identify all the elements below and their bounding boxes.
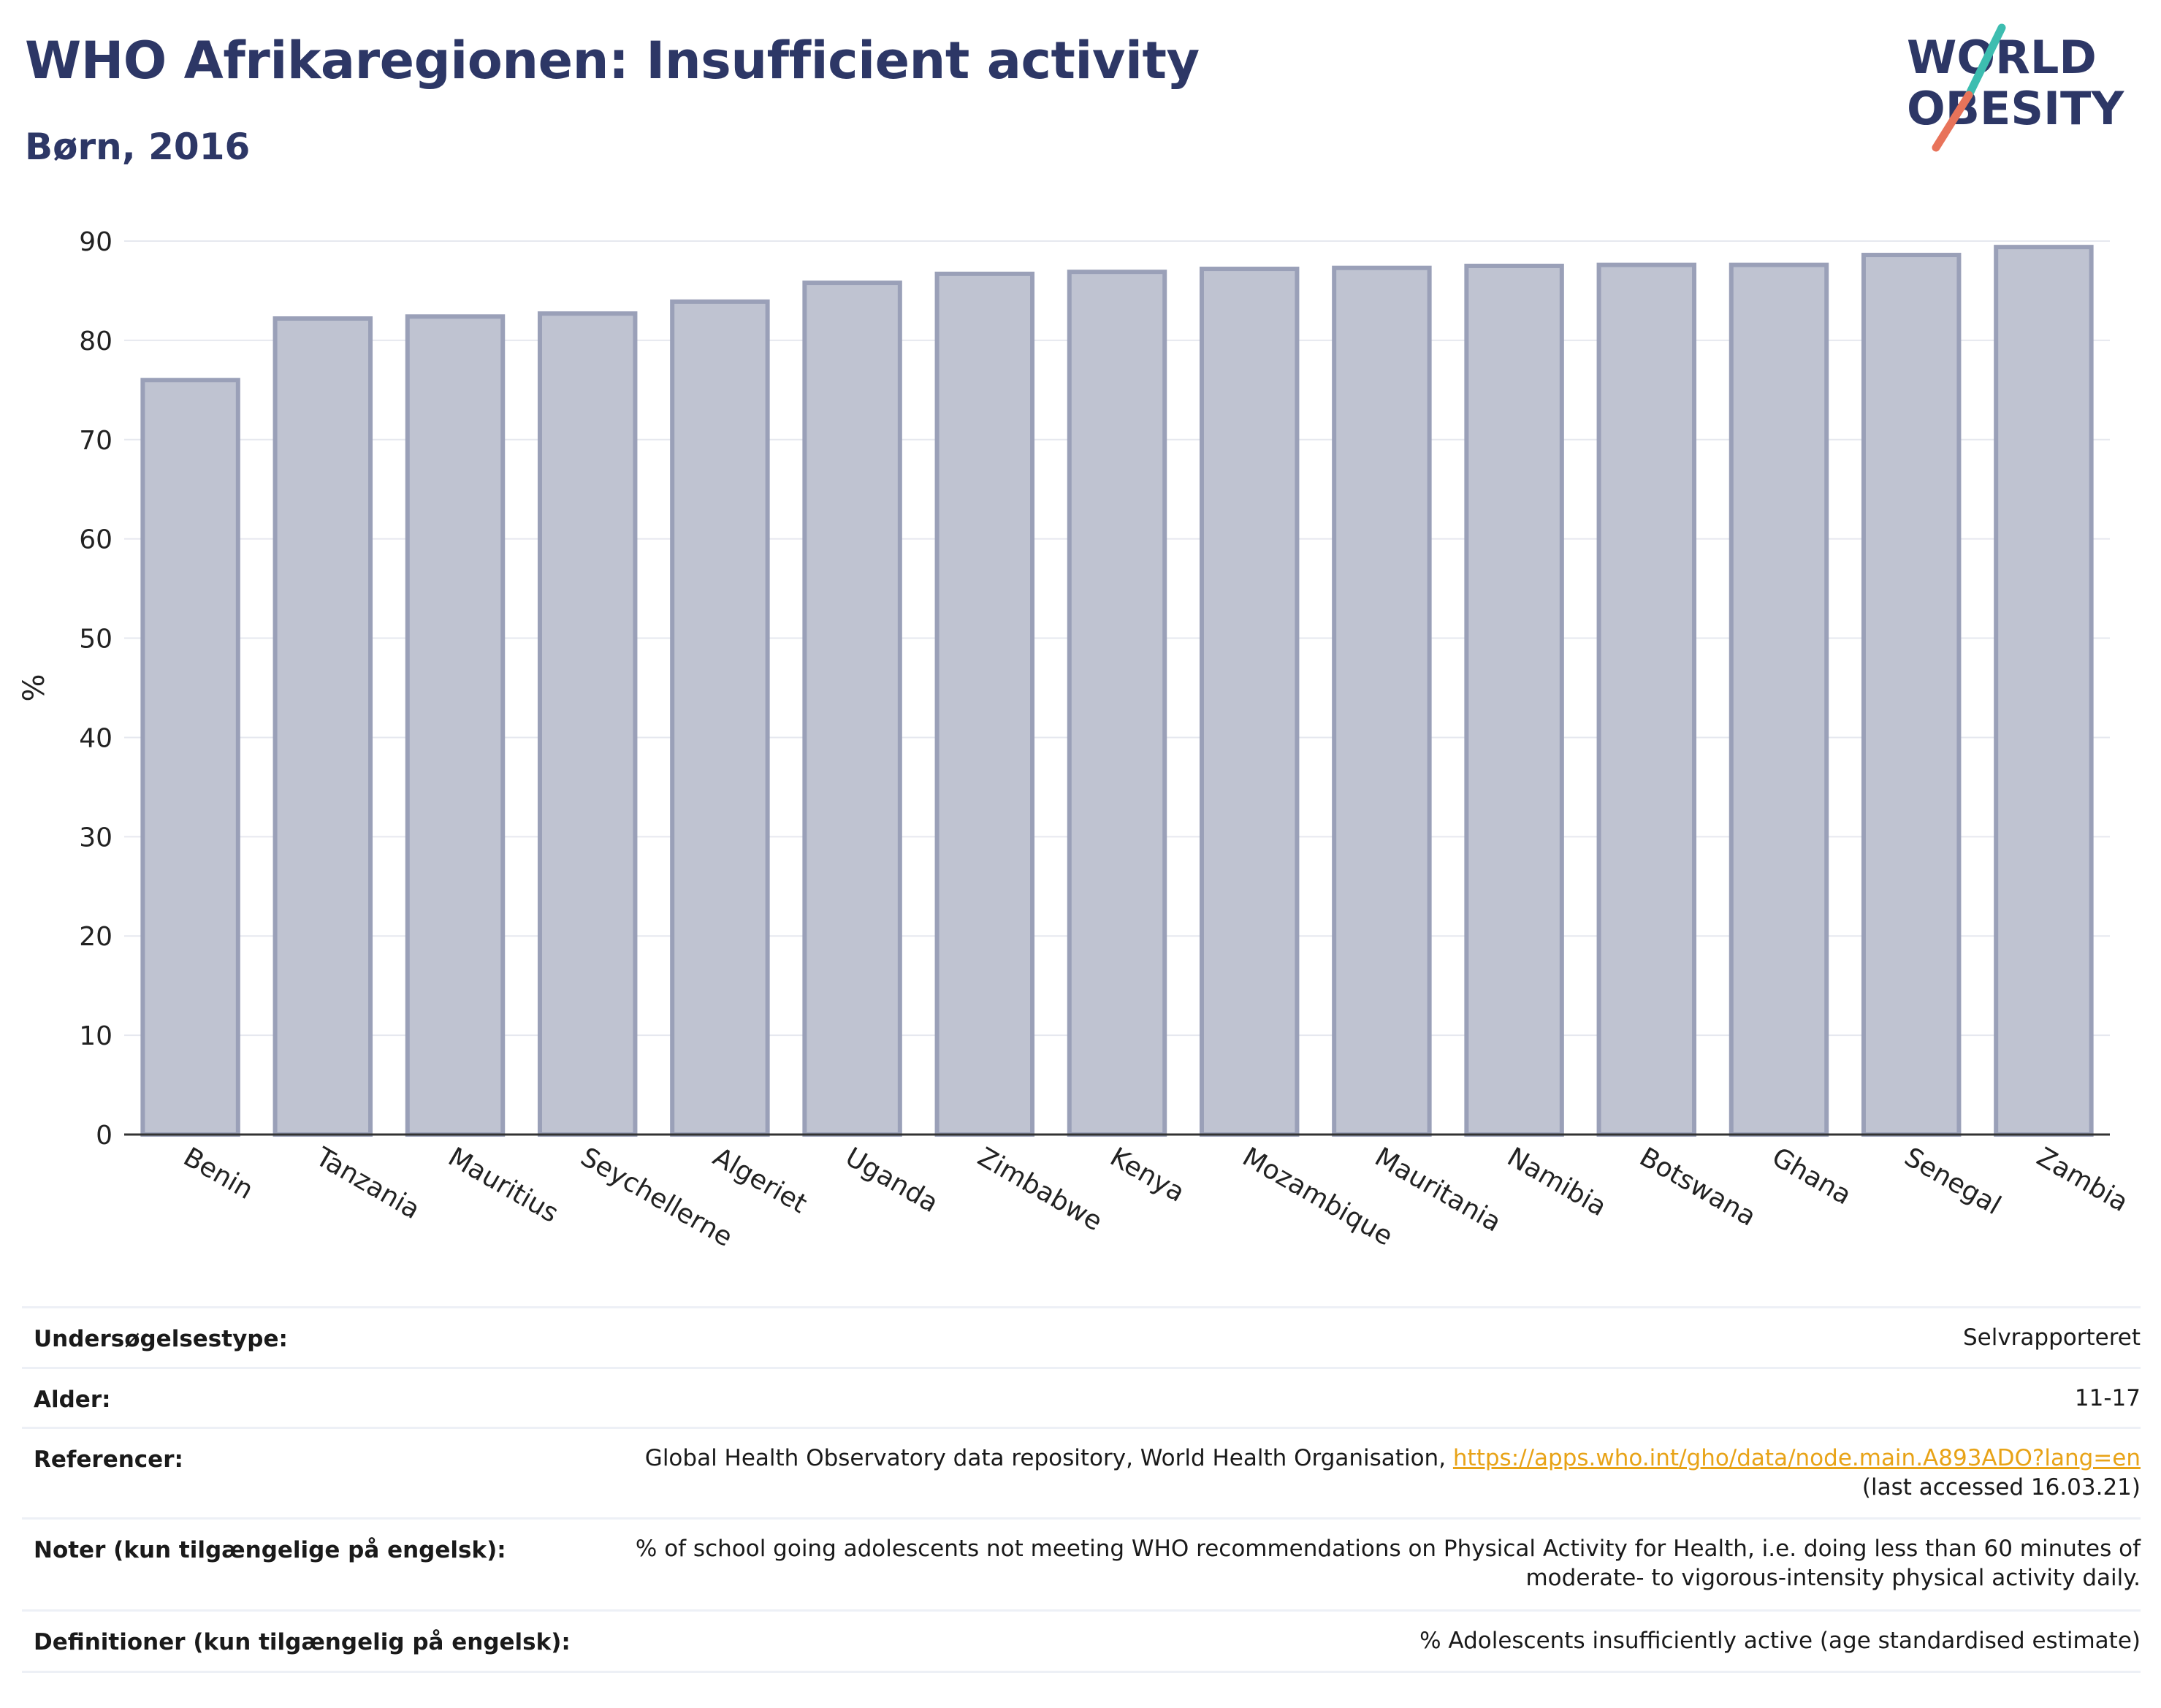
logo-text-world: WORLD <box>1907 31 2097 84</box>
y-tick-label: 20 <box>79 922 113 952</box>
bar-mauritius <box>405 314 506 1137</box>
logo-text-obesity: OBESITY <box>1907 82 2124 135</box>
info-row-notes: Noter (kun tilgængelige på engelsk): % o… <box>22 1517 2141 1609</box>
x-tick-label: Botswana <box>1634 1142 1761 1232</box>
info-row-age: Alder: 11-17 <box>22 1367 2141 1427</box>
info-value: 11-17 <box>2074 1385 2141 1411</box>
x-tick-label: Zimbabwe <box>972 1142 1107 1237</box>
bar-mozambique <box>1199 267 1300 1137</box>
y-axis-label: % <box>18 674 51 701</box>
logo-slash-coral <box>1932 91 1973 152</box>
bar-mauritania <box>1332 265 1432 1137</box>
info-table-bottom-rule <box>22 1671 2141 1673</box>
y-tick-label: 90 <box>79 227 113 257</box>
x-tick-label: Mozambique <box>1238 1142 1398 1251</box>
bar-kenya <box>1067 270 1167 1137</box>
y-tick-label: 60 <box>79 525 113 555</box>
info-label: Definitioner (kun tilgængelig på engelsk… <box>34 1629 571 1655</box>
bars <box>140 245 2094 1137</box>
bar-zambia <box>1994 245 2094 1137</box>
info-value: Selvrapporteret <box>1962 1324 2141 1351</box>
x-tick-label: Kenya <box>1105 1142 1190 1208</box>
y-tick-label: 70 <box>79 426 113 456</box>
y-tick-label: 50 <box>79 625 113 655</box>
x-tick-label: Ghana <box>1767 1142 1856 1211</box>
y-tick-label: 0 <box>96 1121 113 1151</box>
x-tick-label: Senegal <box>1899 1142 2006 1221</box>
bar-ghana <box>1729 262 1829 1137</box>
y-axis-ticks: 0 10 20 30 40 50 60 70 80 90 <box>79 227 113 1151</box>
x-axis-tick-labels: Benin Tanzania Mauritius SeychellerneAlgeri… <box>178 1142 2133 1253</box>
bar-seychellerne <box>537 311 638 1137</box>
info-label: Alder: <box>34 1387 111 1413</box>
bar-algeriet <box>670 299 770 1137</box>
info-value: % of school going adolescents not meetin… <box>635 1536 2141 1591</box>
reference-link[interactable]: https://apps.who.int/gho/data/node.main.… <box>1452 1445 2141 1471</box>
reference-text: Global Health Observatory data repositor… <box>644 1445 1453 1471</box>
y-tick-label: 40 <box>79 723 113 753</box>
info-row-survey-type: Undersøgelsestype: Selvrapporteret <box>22 1306 2141 1367</box>
y-tick-label: 30 <box>79 823 113 853</box>
info-row-definitions: Definitioner (kun tilgængelig på engelsk… <box>22 1609 2141 1671</box>
logo-slash-teal <box>1964 23 2006 99</box>
reference-accessed: (last accessed 16.03.21) <box>1861 1474 2141 1501</box>
x-tick-label: Namibia <box>1502 1142 1612 1222</box>
info-row-references: Referencer: Global Health Observatory da… <box>22 1427 2141 1517</box>
x-tick-label: Algeriet <box>708 1142 812 1219</box>
bar-namibia <box>1464 263 1564 1137</box>
chart-title: WHO Afrikaregionen: Insufficient activit… <box>25 31 1200 91</box>
y-tick-label: 10 <box>79 1021 113 1051</box>
bar-uganda <box>802 281 902 1137</box>
info-table: Undersøgelsestype: Selvrapporteret Alder… <box>22 1306 2141 1673</box>
bar-botswana <box>1596 262 1697 1137</box>
world-obesity-logo: WORLD OBESITY <box>1907 23 2124 152</box>
chart-subtitle: Børn, 2016 <box>25 126 251 168</box>
y-tick-label: 80 <box>79 327 113 357</box>
x-tick-label: Uganda <box>840 1142 943 1219</box>
info-label: Noter (kun tilgængelige på engelsk): <box>34 1537 506 1563</box>
bar-chart: 0 10 20 30 40 50 60 70 80 90 % Benin Tanzania Mauri… <box>18 227 2133 1253</box>
info-value: % Adolescents insufficiently active (age… <box>1419 1628 2141 1654</box>
bar-zimbabwe <box>934 271 1035 1137</box>
x-tick-label: Tanzania <box>310 1142 424 1225</box>
x-tick-label: Benin <box>178 1142 258 1205</box>
x-tick-label: Mauritius <box>443 1142 564 1229</box>
x-tick-label: Zambia <box>2032 1142 2133 1218</box>
bar-tanzania <box>272 316 373 1137</box>
bar-benin <box>140 378 240 1137</box>
info-value: Global Health Observatory data repositor… <box>645 1429 2141 1502</box>
bar-senegal <box>1861 253 1962 1137</box>
info-label: Referencer: <box>34 1446 183 1473</box>
info-label: Undersøgelsestype: <box>34 1326 288 1352</box>
